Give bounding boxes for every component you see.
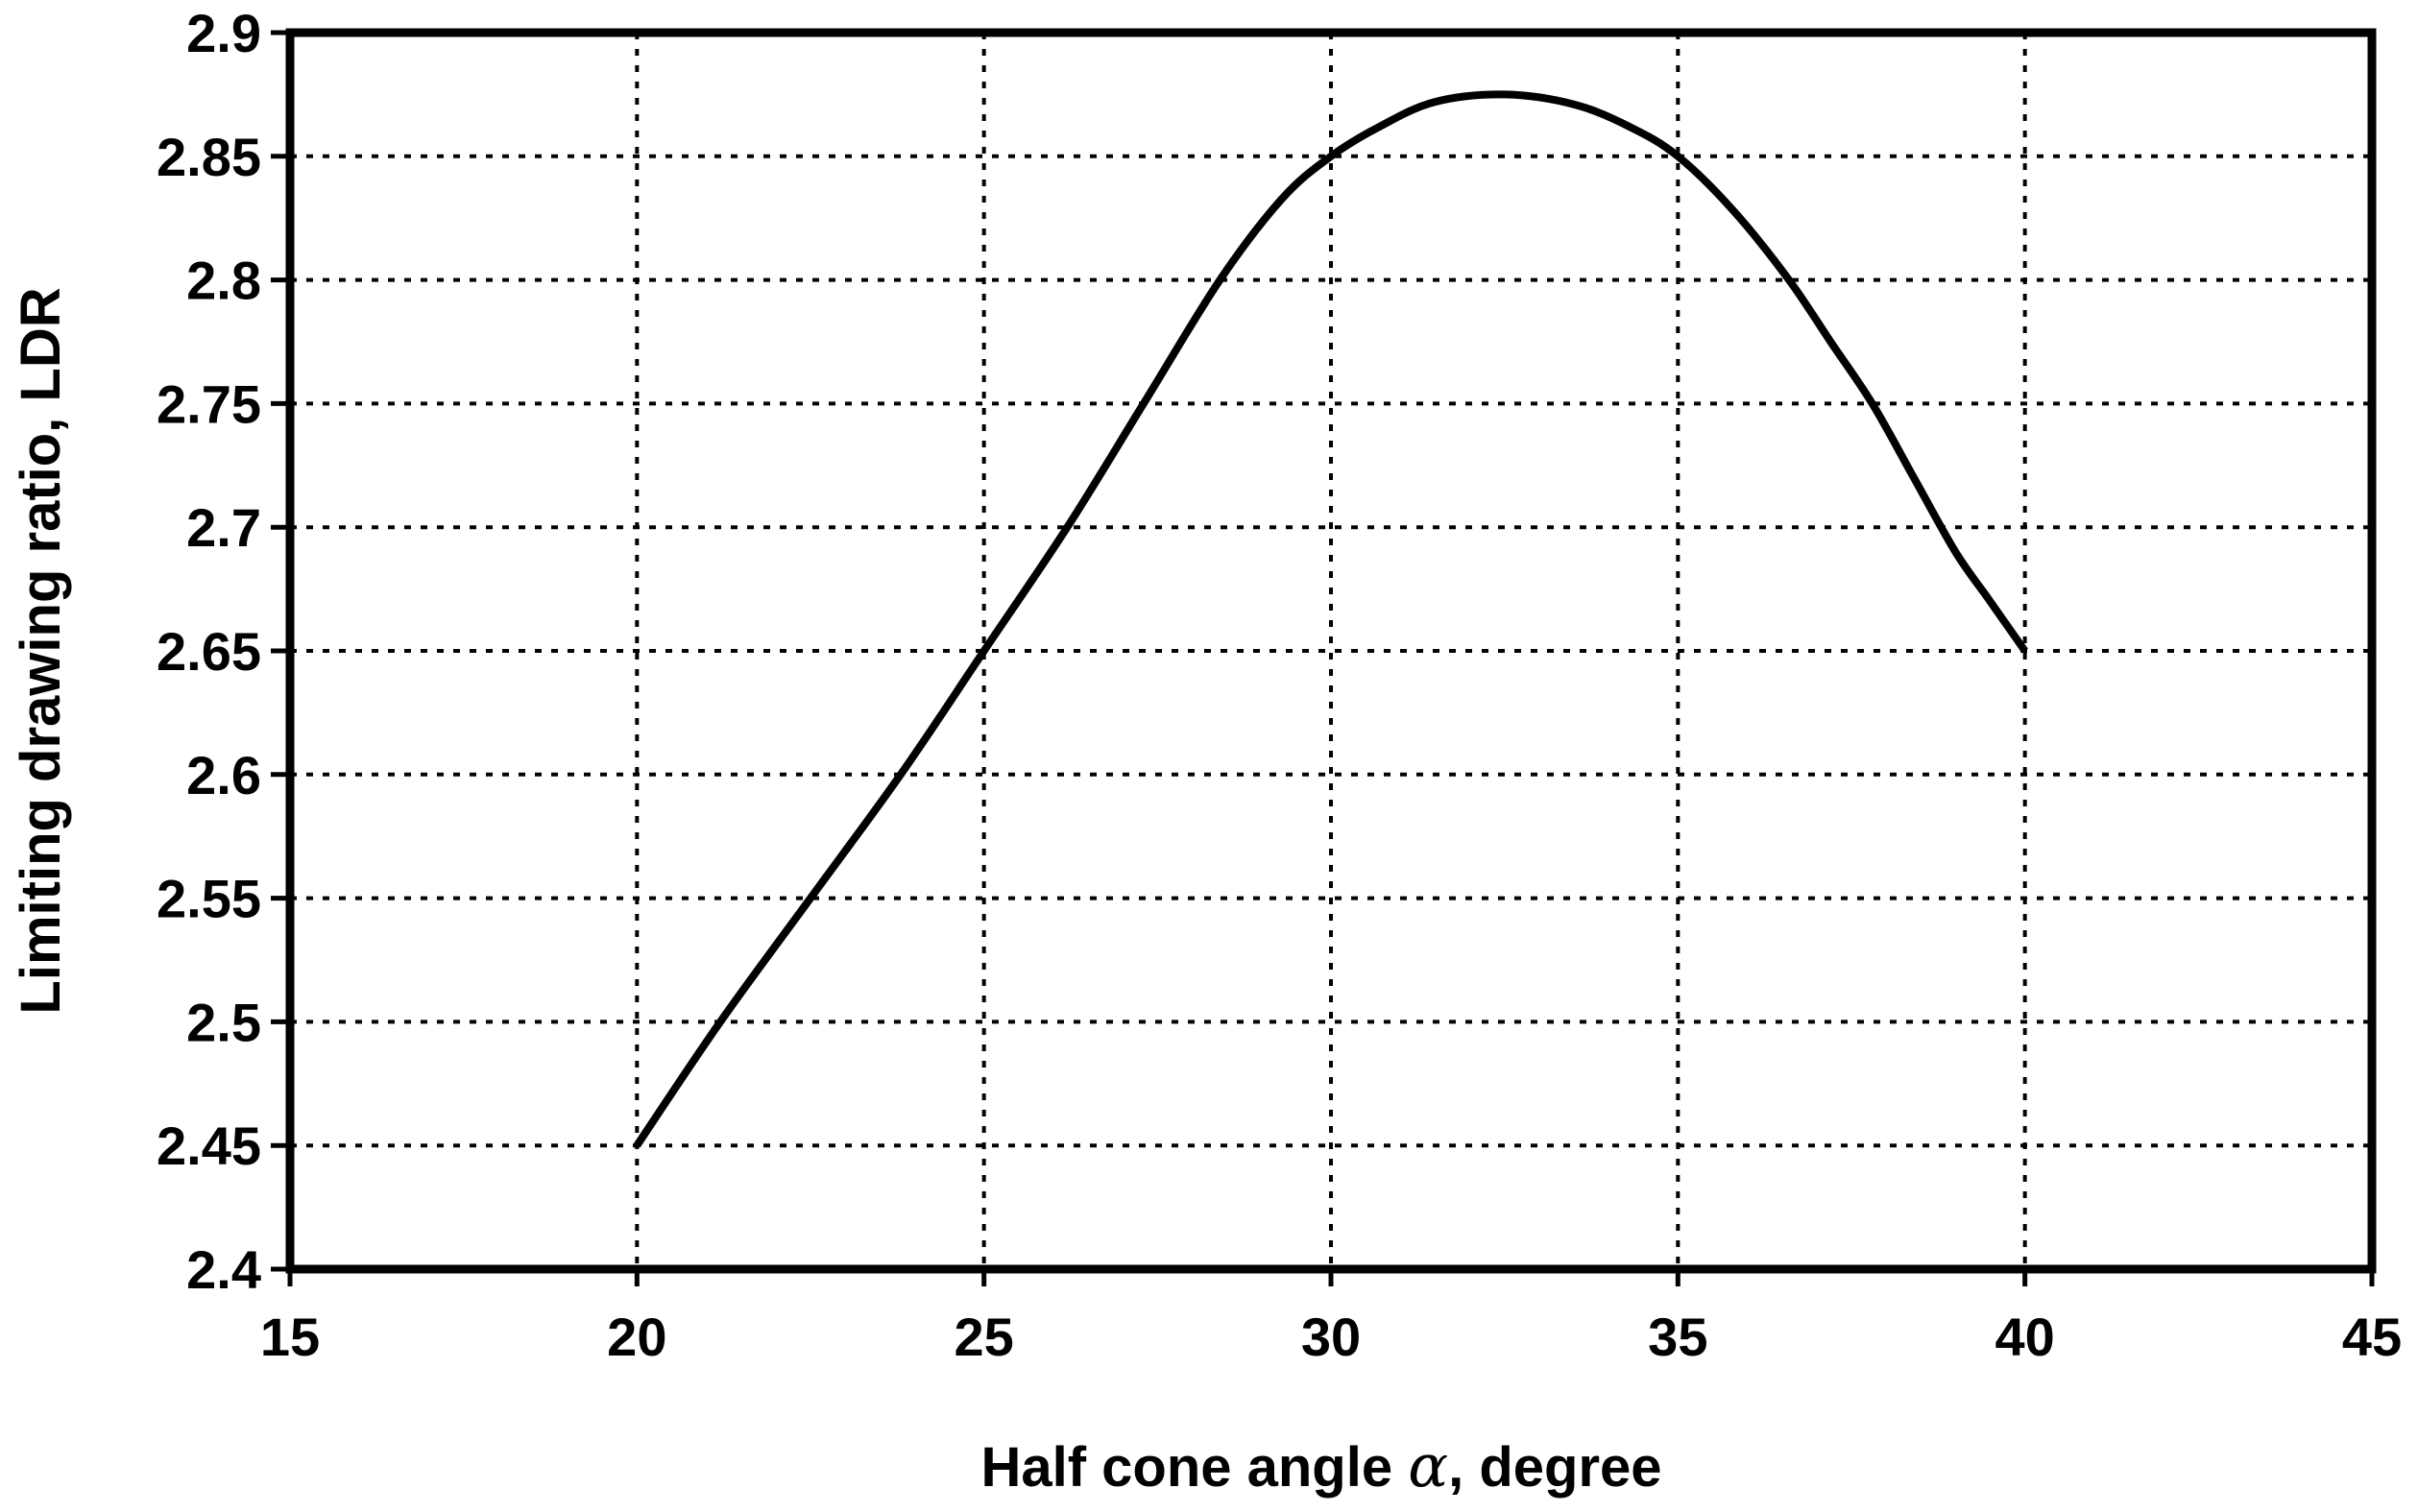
x-tick-label: 35 — [1648, 1307, 1707, 1367]
series-line — [633, 90, 2028, 1148]
x-tick-label: 30 — [1301, 1307, 1361, 1367]
alpha-symbol: α — [1408, 1430, 1448, 1500]
y-tick-label: 2.8 — [186, 251, 261, 311]
grid-lines — [290, 33, 2372, 1269]
y-tick-label: 2.4 — [186, 1239, 261, 1300]
x-axis-title: Half cone angle α, degree — [980, 1430, 1661, 1500]
y-tick-label: 2.75 — [157, 373, 261, 434]
y-tick-label: 2.7 — [186, 497, 261, 558]
x-tick-labels: 15 20 25 30 35 40 45 — [260, 1307, 2402, 1367]
x-tick-label: 15 — [260, 1307, 320, 1367]
y-tick-label: 2.9 — [186, 3, 261, 63]
y-tick-label: 2.6 — [186, 745, 261, 805]
series-lines — [633, 90, 2028, 1148]
y-tick-labels: 2.4 2.45 2.5 2.55 2.6 2.65 2.7 2.75 2.8 2.85 2.9 — [157, 3, 261, 1300]
x-tick-label: 25 — [955, 1307, 1014, 1367]
x-axis-title-unit: , degree — [1448, 1436, 1661, 1499]
y-tick-label: 2.85 — [157, 127, 261, 187]
x-axis-title-text: Half cone angle — [980, 1436, 1408, 1499]
axis-ticks — [271, 30, 2375, 1286]
y-tick-label: 2.5 — [186, 992, 261, 1052]
y-tick-label: 2.65 — [157, 621, 261, 682]
x-tick-label: 40 — [1995, 1307, 2055, 1367]
y-tick-label: 2.45 — [157, 1116, 261, 1176]
y-tick-label: 2.55 — [157, 869, 261, 929]
x-tick-label: 20 — [607, 1307, 666, 1367]
x-tick-label: 45 — [2342, 1307, 2402, 1367]
y-axis-title: Limiting drawing ratio, LDR — [10, 287, 72, 1014]
